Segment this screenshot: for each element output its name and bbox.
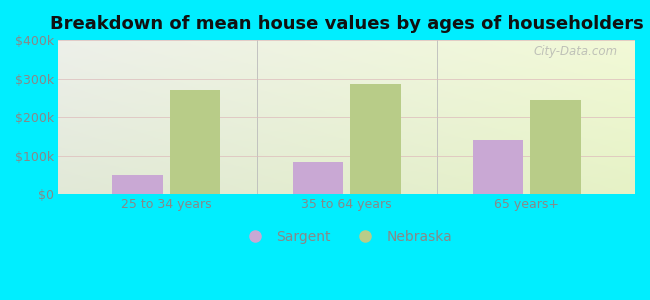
Bar: [170, 90, 220, 194]
Bar: [350, 84, 400, 194]
Bar: [292, 161, 343, 194]
Bar: [473, 140, 523, 194]
Text: City-Data.com: City-Data.com: [534, 45, 618, 58]
Title: Breakdown of mean house values by ages of householders: Breakdown of mean house values by ages o…: [50, 15, 644, 33]
Legend: Sargent, Nebraska: Sargent, Nebraska: [236, 224, 458, 250]
Bar: [112, 175, 162, 194]
Bar: [530, 100, 581, 194]
